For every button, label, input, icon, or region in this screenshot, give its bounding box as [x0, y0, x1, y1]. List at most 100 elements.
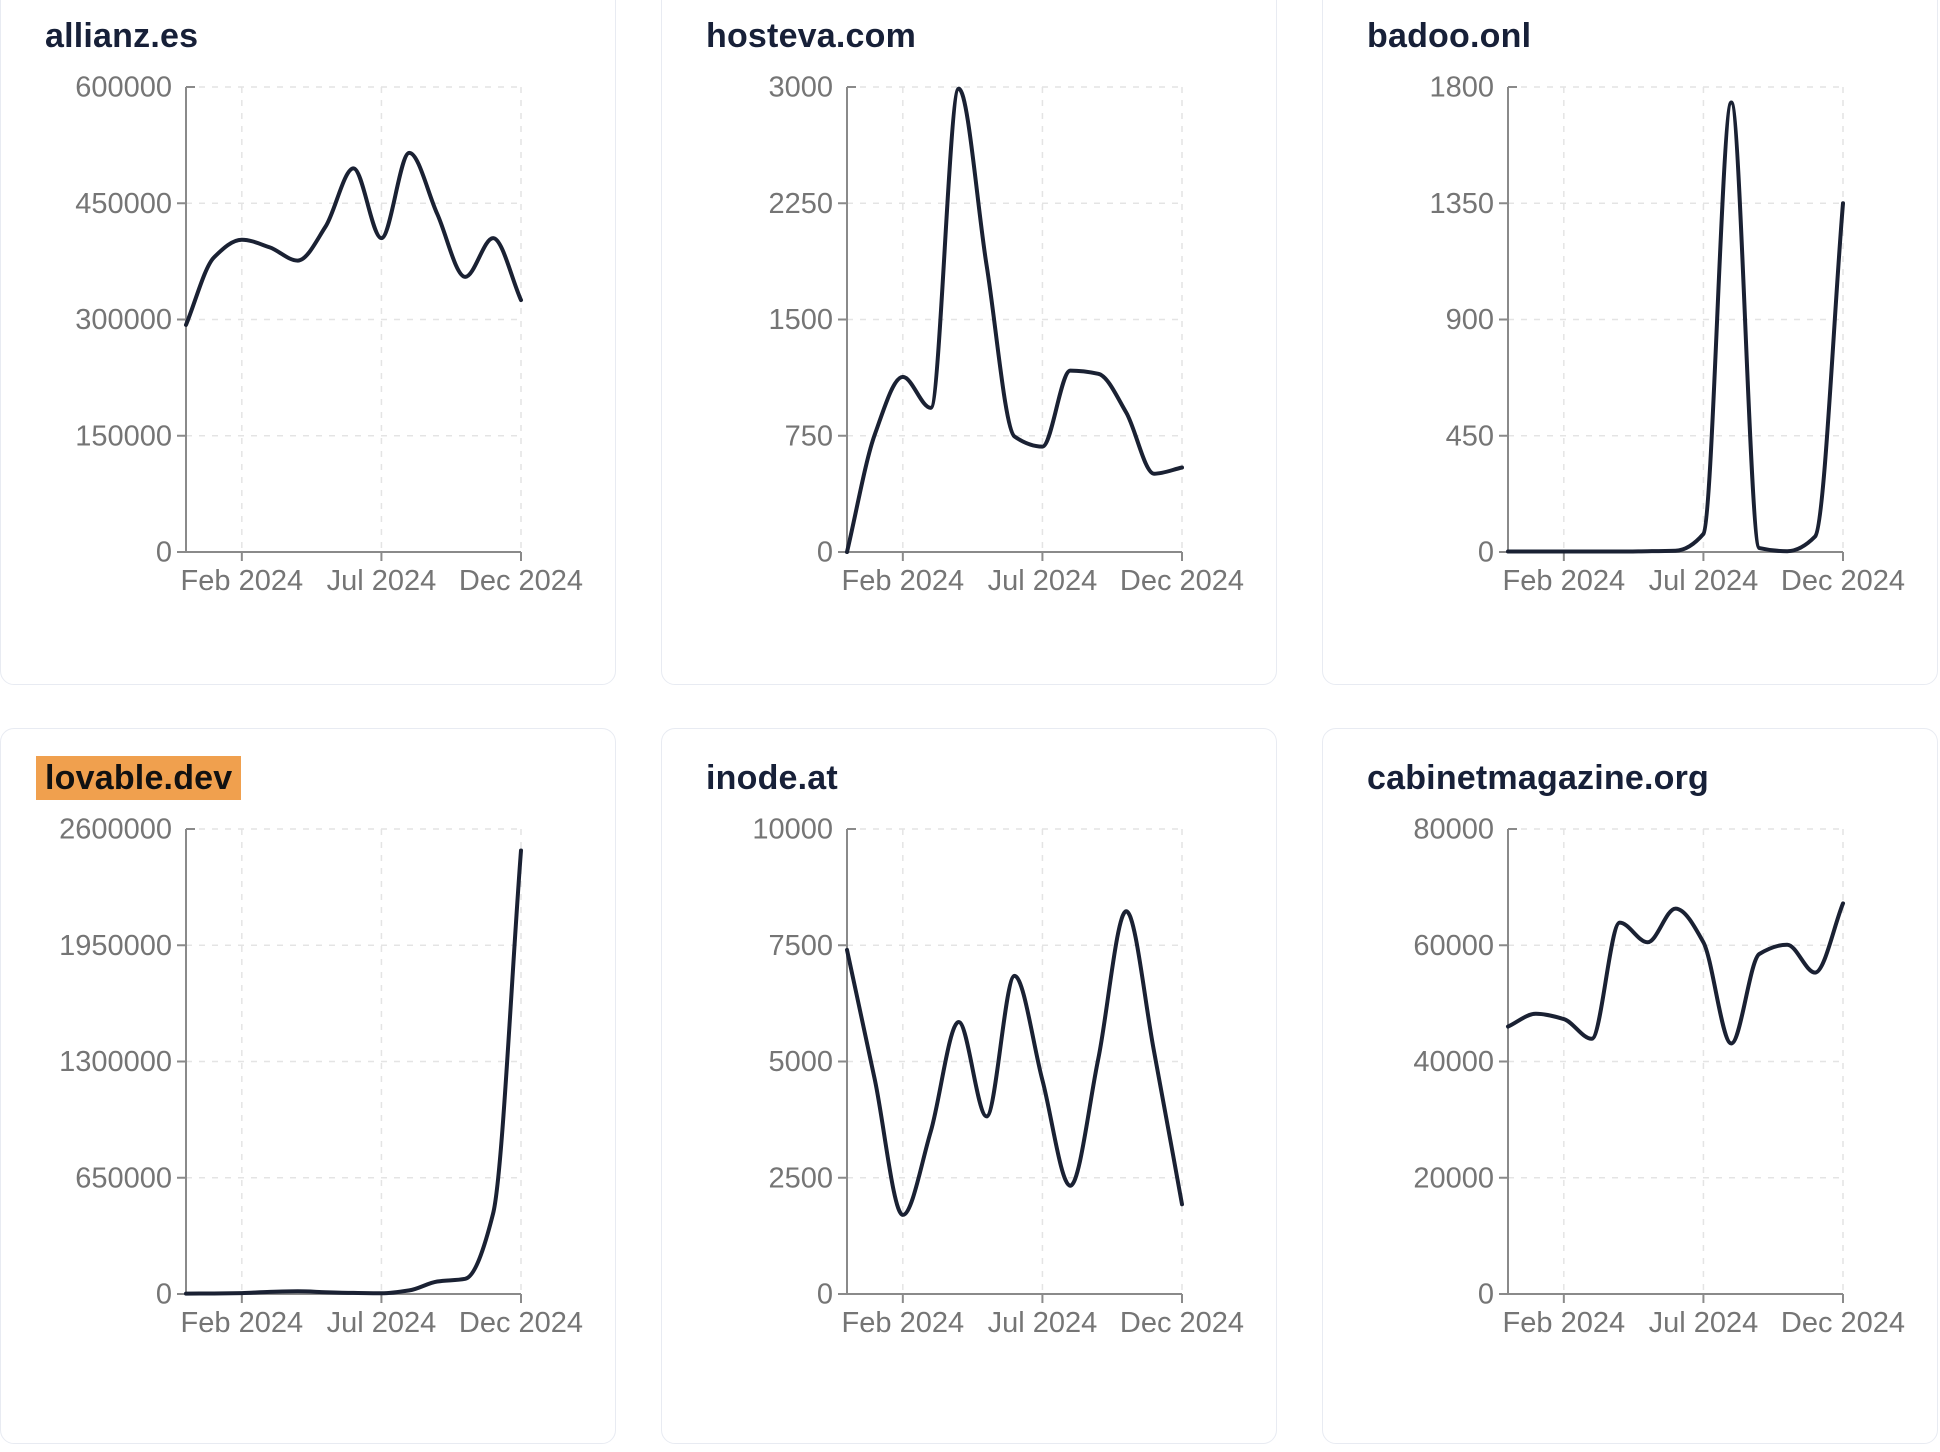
chart-line — [845, 909, 1184, 1217]
chart-title: lovable.dev — [36, 756, 595, 800]
x-axis: Feb 2024 Jul 2024 Dec 2024 — [1503, 551, 1905, 597]
chart-line — [184, 848, 523, 1296]
line-chart: 0 150000 300000 450000 600000 Feb 2024 Jul 202… — [75, 72, 583, 597]
gridlines — [186, 86, 522, 552]
line-chart: 0 750 1500 2250 3000 Feb 2024 Jul 2024 Dec 2024 — [768, 72, 1244, 597]
y-tick-label: 0 — [1478, 537, 1494, 569]
y-tick-label: 2500 — [768, 1162, 833, 1194]
chart-card: cabinetmagazine.org 0 20000 40000 60000 8000… — [1322, 728, 1938, 1444]
chart-card-header: cabinetmagazine.org — [1323, 729, 1937, 799]
line-chart: 0 650000 1300000 1950000 2600000 Feb 2024 Jul … — [59, 814, 583, 1339]
x-tick-label: Feb 2024 — [842, 565, 965, 597]
chart-title-text: badoo.onl — [1367, 17, 1532, 55]
y-tick-label: 1800 — [1429, 72, 1494, 104]
chart-line — [845, 86, 1184, 554]
y-tick-label: 600000 — [75, 72, 172, 104]
chart-card: hosteva.com 0 750 1500 2250 3000 Feb 2024 Jul … — [661, 0, 1277, 685]
line-chart: 0 450 900 1350 1800 Feb 2024 Jul 2024 Dec 2024 — [1429, 72, 1905, 597]
chart-card: allianz.es 0 150000 300000 450000 600000 Feb … — [0, 0, 616, 685]
y-tick-label: 0 — [817, 1279, 833, 1311]
y-tick-label: 900 — [1446, 304, 1494, 336]
y-tick-label: 0 — [817, 537, 833, 569]
chart-title-text: hosteva.com — [706, 17, 917, 55]
gridlines — [1508, 86, 1844, 552]
chart-card-header: hosteva.com — [662, 0, 1276, 57]
chart-title: cabinetmagazine.org — [1367, 757, 1917, 799]
x-axis: Feb 2024 Jul 2024 Dec 2024 — [842, 551, 1244, 597]
y-axis: 0 20000 40000 60000 80000 — [1413, 814, 1517, 1311]
line-chart: 0 20000 40000 60000 80000 Feb 2024 Jul 2024 Dec… — [1413, 814, 1905, 1339]
chart-card: inode.at 0 2500 5000 7500 10000 Feb 2024 Jul 2… — [661, 728, 1277, 1444]
x-tick-label: Jul 2024 — [1649, 1307, 1759, 1339]
chart-title-text: inode.at — [706, 759, 838, 797]
chart-card: lovable.dev 0 650000 1300000 1950000 2600000… — [0, 728, 616, 1444]
y-tick-label: 1500 — [768, 304, 833, 336]
y-tick-label: 40000 — [1413, 1046, 1494, 1078]
chart-card-header: inode.at — [662, 729, 1276, 799]
gridlines — [186, 828, 522, 1294]
y-tick-label: 650000 — [75, 1162, 172, 1194]
y-tick-label: 1300000 — [59, 1046, 172, 1078]
y-axis: 0 150000 300000 450000 600000 — [75, 72, 195, 569]
x-tick-label: Feb 2024 — [842, 1307, 965, 1339]
y-tick-label: 5000 — [768, 1046, 833, 1078]
y-tick-label: 0 — [156, 537, 172, 569]
x-tick-label: Dec 2024 — [1120, 565, 1244, 597]
x-tick-label: Feb 2024 — [1503, 1307, 1626, 1339]
x-tick-label: Feb 2024 — [181, 1307, 304, 1339]
x-tick-label: Jul 2024 — [1649, 565, 1759, 597]
y-tick-label: 450 — [1446, 420, 1494, 452]
y-tick-label: 80000 — [1413, 814, 1494, 846]
x-tick-label: Feb 2024 — [181, 565, 304, 597]
chart-line — [1506, 100, 1845, 554]
y-tick-label: 300000 — [75, 304, 172, 336]
y-tick-label: 3000 — [768, 72, 833, 104]
y-tick-label: 10000 — [752, 814, 833, 846]
x-tick-label: Jul 2024 — [327, 1307, 437, 1339]
y-tick-label: 20000 — [1413, 1162, 1494, 1194]
chart-card-header: badoo.onl — [1323, 0, 1937, 57]
y-axis: 0 750 1500 2250 3000 — [768, 72, 856, 569]
chart-card-header: lovable.dev — [1, 729, 615, 800]
chart-title-text: cabinetmagazine.org — [1367, 759, 1709, 797]
line-chart: 0 2500 5000 7500 10000 Feb 2024 Jul 2024 Dec 20… — [752, 814, 1244, 1339]
x-tick-label: Dec 2024 — [1781, 1307, 1905, 1339]
y-tick-label: 2600000 — [59, 814, 172, 846]
x-tick-label: Dec 2024 — [1781, 565, 1905, 597]
y-tick-label: 7500 — [768, 930, 833, 962]
x-axis: Feb 2024 Jul 2024 Dec 2024 — [181, 1293, 583, 1339]
chart-line — [184, 150, 523, 327]
chart-title-highlight: lovable.dev — [36, 756, 242, 800]
gridlines — [847, 828, 1183, 1294]
x-tick-label: Jul 2024 — [988, 565, 1098, 597]
x-tick-label: Dec 2024 — [459, 1307, 583, 1339]
y-axis: 0 650000 1300000 1950000 2600000 — [59, 814, 195, 1311]
y-tick-label: 150000 — [75, 420, 172, 452]
y-tick-label: 1950000 — [59, 930, 172, 962]
chart-card-header: allianz.es — [1, 0, 615, 57]
x-axis: Feb 2024 Jul 2024 Dec 2024 — [181, 551, 583, 597]
y-axis: 0 450 900 1350 1800 — [1429, 72, 1517, 569]
x-tick-label: Feb 2024 — [1503, 565, 1626, 597]
y-tick-label: 0 — [1478, 1279, 1494, 1311]
chart-title-text: allianz.es — [45, 17, 199, 55]
chart-line — [1506, 901, 1845, 1046]
x-tick-label: Jul 2024 — [988, 1307, 1098, 1339]
y-tick-label: 750 — [785, 420, 833, 452]
chart-title: hosteva.com — [706, 15, 1256, 57]
gridlines — [1508, 828, 1844, 1294]
x-tick-label: Dec 2024 — [1120, 1307, 1244, 1339]
y-tick-label: 1350 — [1429, 188, 1494, 220]
chart-title: inode.at — [706, 757, 1256, 799]
chart-title: allianz.es — [45, 15, 595, 57]
x-axis: Feb 2024 Jul 2024 Dec 2024 — [1503, 1293, 1905, 1339]
x-tick-label: Dec 2024 — [459, 565, 583, 597]
gridlines — [847, 86, 1183, 552]
chart-card: badoo.onl 0 450 900 1350 1800 Feb 2024 Jul 202… — [1322, 0, 1938, 685]
y-axis: 0 2500 5000 7500 10000 — [752, 814, 856, 1311]
y-tick-label: 0 — [156, 1279, 172, 1311]
x-axis: Feb 2024 Jul 2024 Dec 2024 — [842, 1293, 1244, 1339]
y-tick-label: 450000 — [75, 188, 172, 220]
x-tick-label: Jul 2024 — [327, 565, 437, 597]
chart-title: badoo.onl — [1367, 15, 1917, 57]
